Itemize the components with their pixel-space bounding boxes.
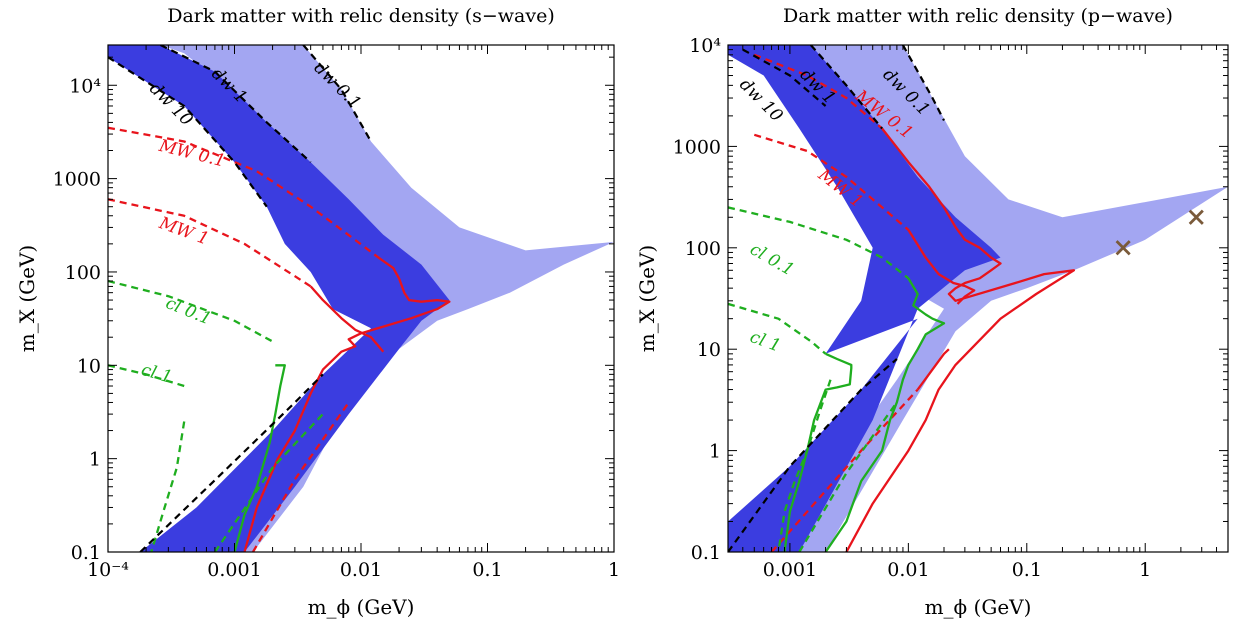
mw-1-curve xyxy=(753,133,910,231)
cl-curve-10 xyxy=(150,421,186,552)
y-axis-label: m_X (GeV) xyxy=(15,245,39,352)
cross-marker-0: × xyxy=(1112,233,1134,263)
cl-1-curve xyxy=(108,364,185,388)
chart-title: Dark matter with relic density (p−wave) xyxy=(783,5,1173,27)
y-tick-label: 100 xyxy=(65,262,101,284)
mw-curve-3 xyxy=(845,127,1076,552)
mw-1-curve xyxy=(108,198,312,288)
cl-curve-9 xyxy=(233,364,286,552)
axis-ticks xyxy=(107,45,615,553)
cl-curve-11 xyxy=(213,413,324,552)
x-tick-label: 10⁻⁴ xyxy=(87,559,129,581)
cross-marker-1: × xyxy=(1185,202,1207,232)
chart-panel-s-wave: dw 10 dw 1 dw 0.1MW 0.1MW 1cl 0.1cl 110⁻⁴ 0… xyxy=(15,5,620,619)
mw-curve-6 xyxy=(252,401,350,552)
axis-ticks xyxy=(727,44,1229,553)
cl-1-label: cl 1 xyxy=(747,327,783,356)
plot-area: dw 10 dw 1 dw 0.1MW 0.1MW 1cl 0.1cl 1×× xyxy=(728,45,1228,552)
dw-1-curve xyxy=(809,45,883,130)
band-region-1 xyxy=(108,45,450,552)
mw-0-1-curve xyxy=(108,126,381,260)
mw-curve-5 xyxy=(309,285,385,353)
x-axis-label: m_ϕ (GeV) xyxy=(925,595,1032,619)
dw-0-1-curve xyxy=(901,45,945,122)
x-tick-label: 1 xyxy=(1139,559,1151,581)
cl-curve-13 xyxy=(798,401,898,552)
x-tick-label: 0.01 xyxy=(340,559,382,581)
x-tick-label: 0.1 xyxy=(472,559,502,581)
dw-10-curve xyxy=(108,56,268,208)
chart-panel-p-wave: dw 10 dw 1 dw 0.1MW 0.1MW 1cl 0.1cl 1××0.0… xyxy=(635,5,1229,619)
mw-1-label: MW 1 xyxy=(156,213,212,250)
y-tick-label: 10⁴ xyxy=(689,35,721,57)
y-tick-label: 1000 xyxy=(53,169,101,191)
cl-0-1-label: cl 0.1 xyxy=(746,239,797,280)
y-tick-label: 10 xyxy=(77,355,101,377)
y-tick-label: 1 xyxy=(89,449,101,471)
y-tick-label: 0.1 xyxy=(691,542,721,564)
mw-curve-7 xyxy=(916,348,950,391)
dw-0-1-curve xyxy=(302,45,372,143)
mw-0-1-curve xyxy=(753,53,883,130)
dw-curve-17 xyxy=(728,358,898,552)
x-tick-label: 0.01 xyxy=(887,559,929,581)
y-tick-label: 1 xyxy=(709,441,721,463)
x-tick-label: 0.001 xyxy=(763,559,817,581)
x-tick-label: 0.001 xyxy=(207,559,261,581)
cl-0-1-label: cl 0.1 xyxy=(163,293,214,329)
cl-curve-9 xyxy=(824,277,946,552)
cl-0-1-curve xyxy=(108,279,274,343)
dw-curve-15 xyxy=(139,373,324,552)
x-axis-label: m_ϕ (GeV) xyxy=(308,595,415,619)
mw-curve-5 xyxy=(907,229,976,305)
dw-1-curve xyxy=(160,45,312,164)
mw-curve-6 xyxy=(770,388,919,552)
cl-curve-11 xyxy=(783,352,853,552)
x-tick-label: 0.1 xyxy=(1012,559,1042,581)
x-tick-label: 1 xyxy=(608,559,620,581)
y-tick-label: 1000 xyxy=(673,136,721,158)
chart-title: Dark matter with relic density (s−wave) xyxy=(167,5,555,27)
y-axis-label: m_X (GeV) xyxy=(635,245,659,352)
y-tick-label: 100 xyxy=(685,238,721,260)
cl-curve-12 xyxy=(777,379,832,552)
y-tick-label: 0.1 xyxy=(71,542,101,564)
mw-curve-3 xyxy=(243,257,451,552)
plot-frame xyxy=(727,44,1229,553)
y-tick-label: 10⁴ xyxy=(69,75,101,97)
y-tick-label: 10 xyxy=(697,339,721,361)
dw-10-curve xyxy=(742,48,827,107)
band-region-1 xyxy=(728,45,1001,552)
cl-0-1-curve xyxy=(728,206,910,280)
cl-1-curve xyxy=(728,302,827,355)
cl-1-label: cl 1 xyxy=(139,360,174,388)
plot-area: dw 10 dw 1 dw 0.1MW 0.1MW 1cl 0.1cl 1 xyxy=(108,45,614,552)
